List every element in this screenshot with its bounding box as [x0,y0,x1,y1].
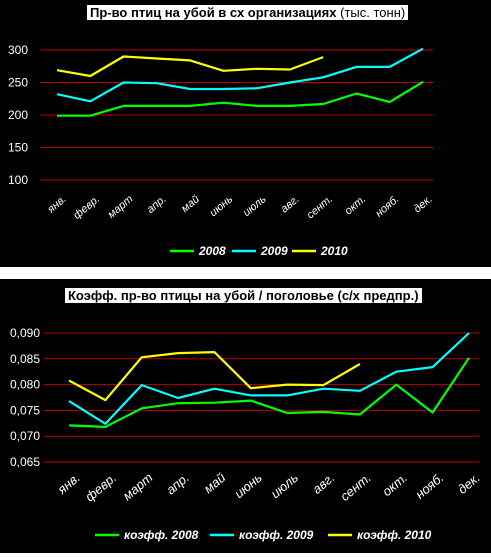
x-tick-label: нояб. [373,193,401,220]
legend-label: 2009 [260,244,288,258]
series-line [68,350,361,402]
chart-production-svg: 300 250 200 150 100 янв. февр. март апр. май июнь и… [8,43,435,258]
chart-panel-coefficient: Коэфф. пр-во птицы на убой / поголовье (… [0,279,491,553]
chart-title-unit: (тыс. тонн) [340,5,406,20]
x-tick-label: нояб. [412,470,446,502]
legend-label: 2008 [198,244,226,258]
y-tick-label: 0,090 [10,326,40,340]
x-tick-label: сент. [337,470,374,504]
series-line [68,332,470,425]
x-tick-label: февр. [71,193,102,222]
y-tick-label: 0,080 [10,378,40,392]
x-tick-label: март [106,193,136,221]
chart-title-text: Пр-во птиц на убой в сх организациях [90,5,337,20]
x-tick-label: июль [241,193,269,219]
y-tick-label: 0,075 [10,403,40,417]
y-tick-label: 150 [8,141,28,155]
series-line [68,357,470,428]
chart-panel-production: Пр-во птиц на убой в сх организациях (ты… [0,0,491,267]
y-tick-label: 100 [8,173,28,187]
y-tick-label: 300 [8,43,28,57]
x-tick-label: июнь [231,470,265,502]
series-line [57,80,424,117]
legend-label: коэфф. 2010 [357,528,432,542]
x-tick-label: май [201,470,229,497]
x-tick-label: дек. [455,470,483,497]
x-tick-label: март [120,470,156,504]
x-tick-label: апр. [145,193,169,216]
chart-title-coefficient: Коэфф. пр-во птицы на убой / поголовье (… [64,287,423,304]
x-tick-label: янв. [54,470,83,498]
x-tick-label: сент. [305,193,336,221]
y-tick-label: 200 [8,108,28,122]
x-tick-label: дек. [412,193,435,215]
x-tick-label: июль [268,470,301,501]
x-tick-label: окт. [379,470,410,499]
x-tick-label: окт. [343,193,369,217]
x-tick-label: июнь [207,193,235,219]
x-tick-label: апр. [163,470,192,498]
y-tick-label: 0,085 [10,352,40,366]
x-tick-label: май [179,193,202,215]
series-line [56,47,424,103]
y-tick-label: 0,065 [10,455,40,469]
x-tick-label: янв. [45,193,69,216]
series-line [56,55,324,78]
y-tick-label: 250 [8,76,28,90]
x-tick-label: авг. [309,470,337,497]
chart-title-production: Пр-во птиц на убой в сх организациях (ты… [86,4,410,21]
x-tick-label: февр. [82,470,119,505]
x-tick-label: авг. [279,193,302,215]
y-tick-label: 0,070 [10,429,40,443]
legend-label: коэфф. 2008 [124,528,199,542]
legend-label: 2010 [320,244,348,258]
legend-label: коэфф. 2009 [239,528,314,542]
